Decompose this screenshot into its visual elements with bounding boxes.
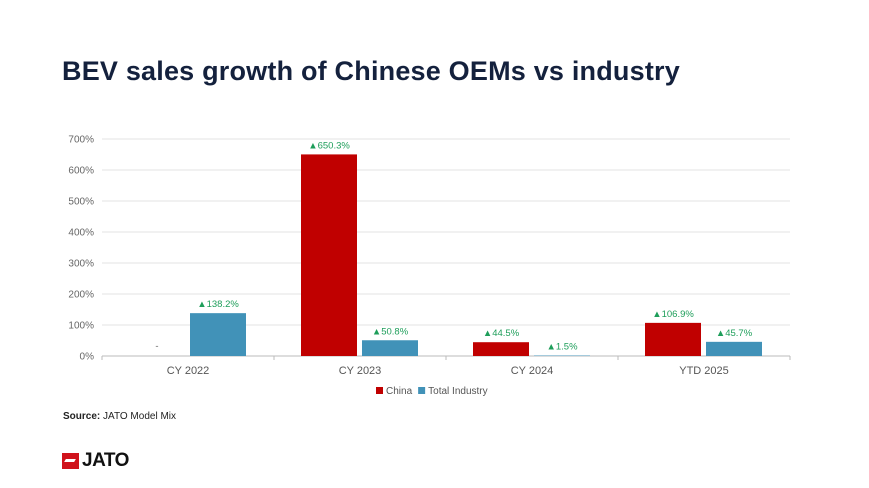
source-label: Source: <box>63 411 101 422</box>
y-tick-label: 600% <box>68 166 94 177</box>
x-tick-label: CY 2022 <box>167 365 210 377</box>
y-tick-label: 700% <box>68 135 94 146</box>
y-tick-label: 200% <box>68 290 94 301</box>
y-tick-label: 0% <box>80 352 95 363</box>
legend-label: Total Industry <box>428 386 487 397</box>
x-tick-label: CY 2023 <box>339 365 382 377</box>
jato-logo: JATO <box>62 450 129 472</box>
jato-logo-text: JATO <box>82 450 129 471</box>
y-tick-label: 500% <box>68 197 94 208</box>
y-tick-label: 400% <box>68 228 94 239</box>
data-label: ▲138.2% <box>197 299 239 310</box>
data-label: ▲50.8% <box>372 326 409 337</box>
data-label: ▲45.7% <box>716 328 753 339</box>
data-label: ▲650.3% <box>308 140 350 151</box>
y-tick-label: 100% <box>68 321 94 332</box>
chart-title: BEV sales growth of Chinese OEMs vs indu… <box>62 56 680 86</box>
source-text: JATO Model Mix <box>103 411 176 422</box>
bar-total-industry <box>362 340 418 356</box>
legend-label: China <box>386 386 413 397</box>
bar-china <box>645 322 701 356</box>
bar-china <box>473 342 529 356</box>
x-tick-label: YTD 2025 <box>679 365 729 377</box>
source-note: Source: JATO Model Mix <box>63 411 176 422</box>
jato-logo-mark-icon <box>62 453 79 469</box>
data-label: - <box>155 341 158 352</box>
data-label: ▲44.5% <box>483 328 520 339</box>
data-label: ▲106.9% <box>652 309 694 320</box>
bar-total-industry <box>706 341 762 356</box>
legend-swatch-total-industry <box>418 387 426 394</box>
bar-total-industry <box>190 313 246 356</box>
legend-swatch-china <box>376 387 383 394</box>
x-tick-label: CY 2024 <box>511 365 554 377</box>
y-tick-label: 300% <box>68 259 94 270</box>
bar-china <box>301 154 357 356</box>
data-label: ▲1.5% <box>546 342 578 353</box>
